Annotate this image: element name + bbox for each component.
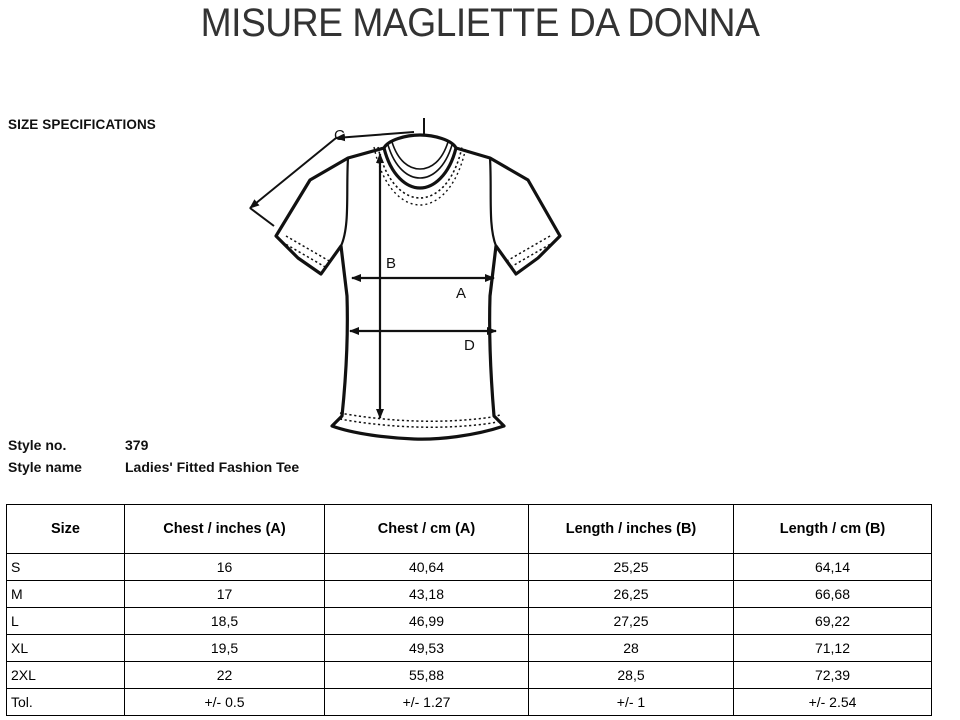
measure-label-d: D bbox=[464, 337, 475, 354]
table-row: M 17 43,18 26,25 66,68 bbox=[6, 580, 932, 608]
style-no-label: Style no. bbox=[8, 437, 67, 453]
style-no-row: Style no. 379 bbox=[8, 434, 299, 456]
cell-length-inches: 27,25 bbox=[528, 607, 734, 635]
cell-chest-cm: 43,18 bbox=[324, 580, 529, 608]
cell-chest-inches: +/- 0.5 bbox=[124, 688, 325, 716]
column-header-chest-in: Chest / inches (A) bbox=[124, 504, 325, 554]
cell-size: L bbox=[6, 607, 125, 635]
style-name-row: Style name Ladies' Fitted Fashion Tee bbox=[8, 456, 299, 478]
cell-length-inches: 28,5 bbox=[528, 661, 734, 689]
cell-length-inches: 26,25 bbox=[528, 580, 734, 608]
cell-length-cm: 69,22 bbox=[733, 607, 932, 635]
cell-size: XL bbox=[6, 634, 125, 662]
column-header-size: Size bbox=[6, 504, 125, 554]
cell-length-cm: 71,12 bbox=[733, 634, 932, 662]
hem-stitching bbox=[339, 412, 501, 428]
size-specifications-label: SIZE SPECIFICATIONS bbox=[8, 117, 156, 132]
cell-length-cm: +/- 2.54 bbox=[733, 688, 932, 716]
cell-chest-cm: 46,99 bbox=[324, 607, 529, 635]
measure-line-c bbox=[249, 118, 425, 227]
table-header-row: Size Chest / inches (A) Chest / cm (A) L… bbox=[6, 504, 932, 554]
measure-label-a: A bbox=[456, 285, 466, 302]
page-title: MISURE MAGLIETTE DA DONNA bbox=[200, 1, 760, 45]
cell-size: S bbox=[6, 553, 125, 581]
cell-chest-inches: 18,5 bbox=[124, 607, 325, 635]
cell-length-inches: +/- 1 bbox=[528, 688, 734, 716]
left-cuff-stitching bbox=[281, 235, 332, 269]
cell-size: Tol. bbox=[6, 688, 125, 716]
table-row: L 18,5 46,99 27,25 69,22 bbox=[6, 607, 932, 635]
cell-chest-inches: 22 bbox=[124, 661, 325, 689]
measure-label-b: B bbox=[386, 255, 396, 272]
cell-length-inches: 28 bbox=[528, 634, 734, 662]
tshirt-technical-drawing: C B A D bbox=[249, 118, 562, 441]
column-header-length-cm: Length / cm (B) bbox=[733, 504, 932, 554]
style-name-label: Style name bbox=[8, 459, 82, 475]
column-header-length-in: Length / inches (B) bbox=[528, 504, 734, 554]
table-row: Tol. +/- 0.5 +/- 1.27 +/- 1 +/- 2.54 bbox=[6, 688, 932, 716]
cell-chest-cm: 49,53 bbox=[324, 634, 529, 662]
cell-chest-cm: 55,88 bbox=[324, 661, 529, 689]
table-row: S 16 40,64 25,25 64,14 bbox=[6, 553, 932, 581]
column-header-chest-cm: Chest / cm (A) bbox=[324, 504, 529, 554]
style-no-value: 379 bbox=[125, 437, 149, 453]
table-row: XL 19,5 49,53 28 71,12 bbox=[6, 634, 932, 662]
collar-ribbing bbox=[373, 141, 467, 206]
cell-chest-inches: 19,5 bbox=[124, 634, 325, 662]
cell-chest-inches: 17 bbox=[124, 580, 325, 608]
tshirt-outline bbox=[274, 133, 562, 441]
cell-chest-cm: 40,64 bbox=[324, 553, 529, 581]
cell-size: 2XL bbox=[6, 661, 125, 689]
cell-length-inches: 25,25 bbox=[528, 553, 734, 581]
measure-label-c: C bbox=[334, 127, 345, 144]
armhole-seams bbox=[339, 157, 498, 247]
right-cuff-stitching bbox=[504, 235, 555, 269]
cell-length-cm: 72,39 bbox=[733, 661, 932, 689]
cell-chest-inches: 16 bbox=[124, 553, 325, 581]
style-info-block: Style no. 379 Style name Ladies' Fitted Fa… bbox=[8, 434, 299, 478]
size-chart-table: Size Chest / inches (A) Chest / cm (A) L… bbox=[6, 504, 932, 716]
tshirt-diagram: C B A D bbox=[228, 118, 598, 463]
cell-chest-cm: +/- 1.27 bbox=[324, 688, 529, 716]
cell-length-cm: 66,68 bbox=[733, 580, 932, 608]
cell-size: M bbox=[6, 580, 125, 608]
style-name-value: Ladies' Fitted Fashion Tee bbox=[125, 459, 300, 475]
table-row: 2XL 22 55,88 28,5 72,39 bbox=[6, 661, 932, 689]
cell-length-cm: 64,14 bbox=[733, 553, 932, 581]
